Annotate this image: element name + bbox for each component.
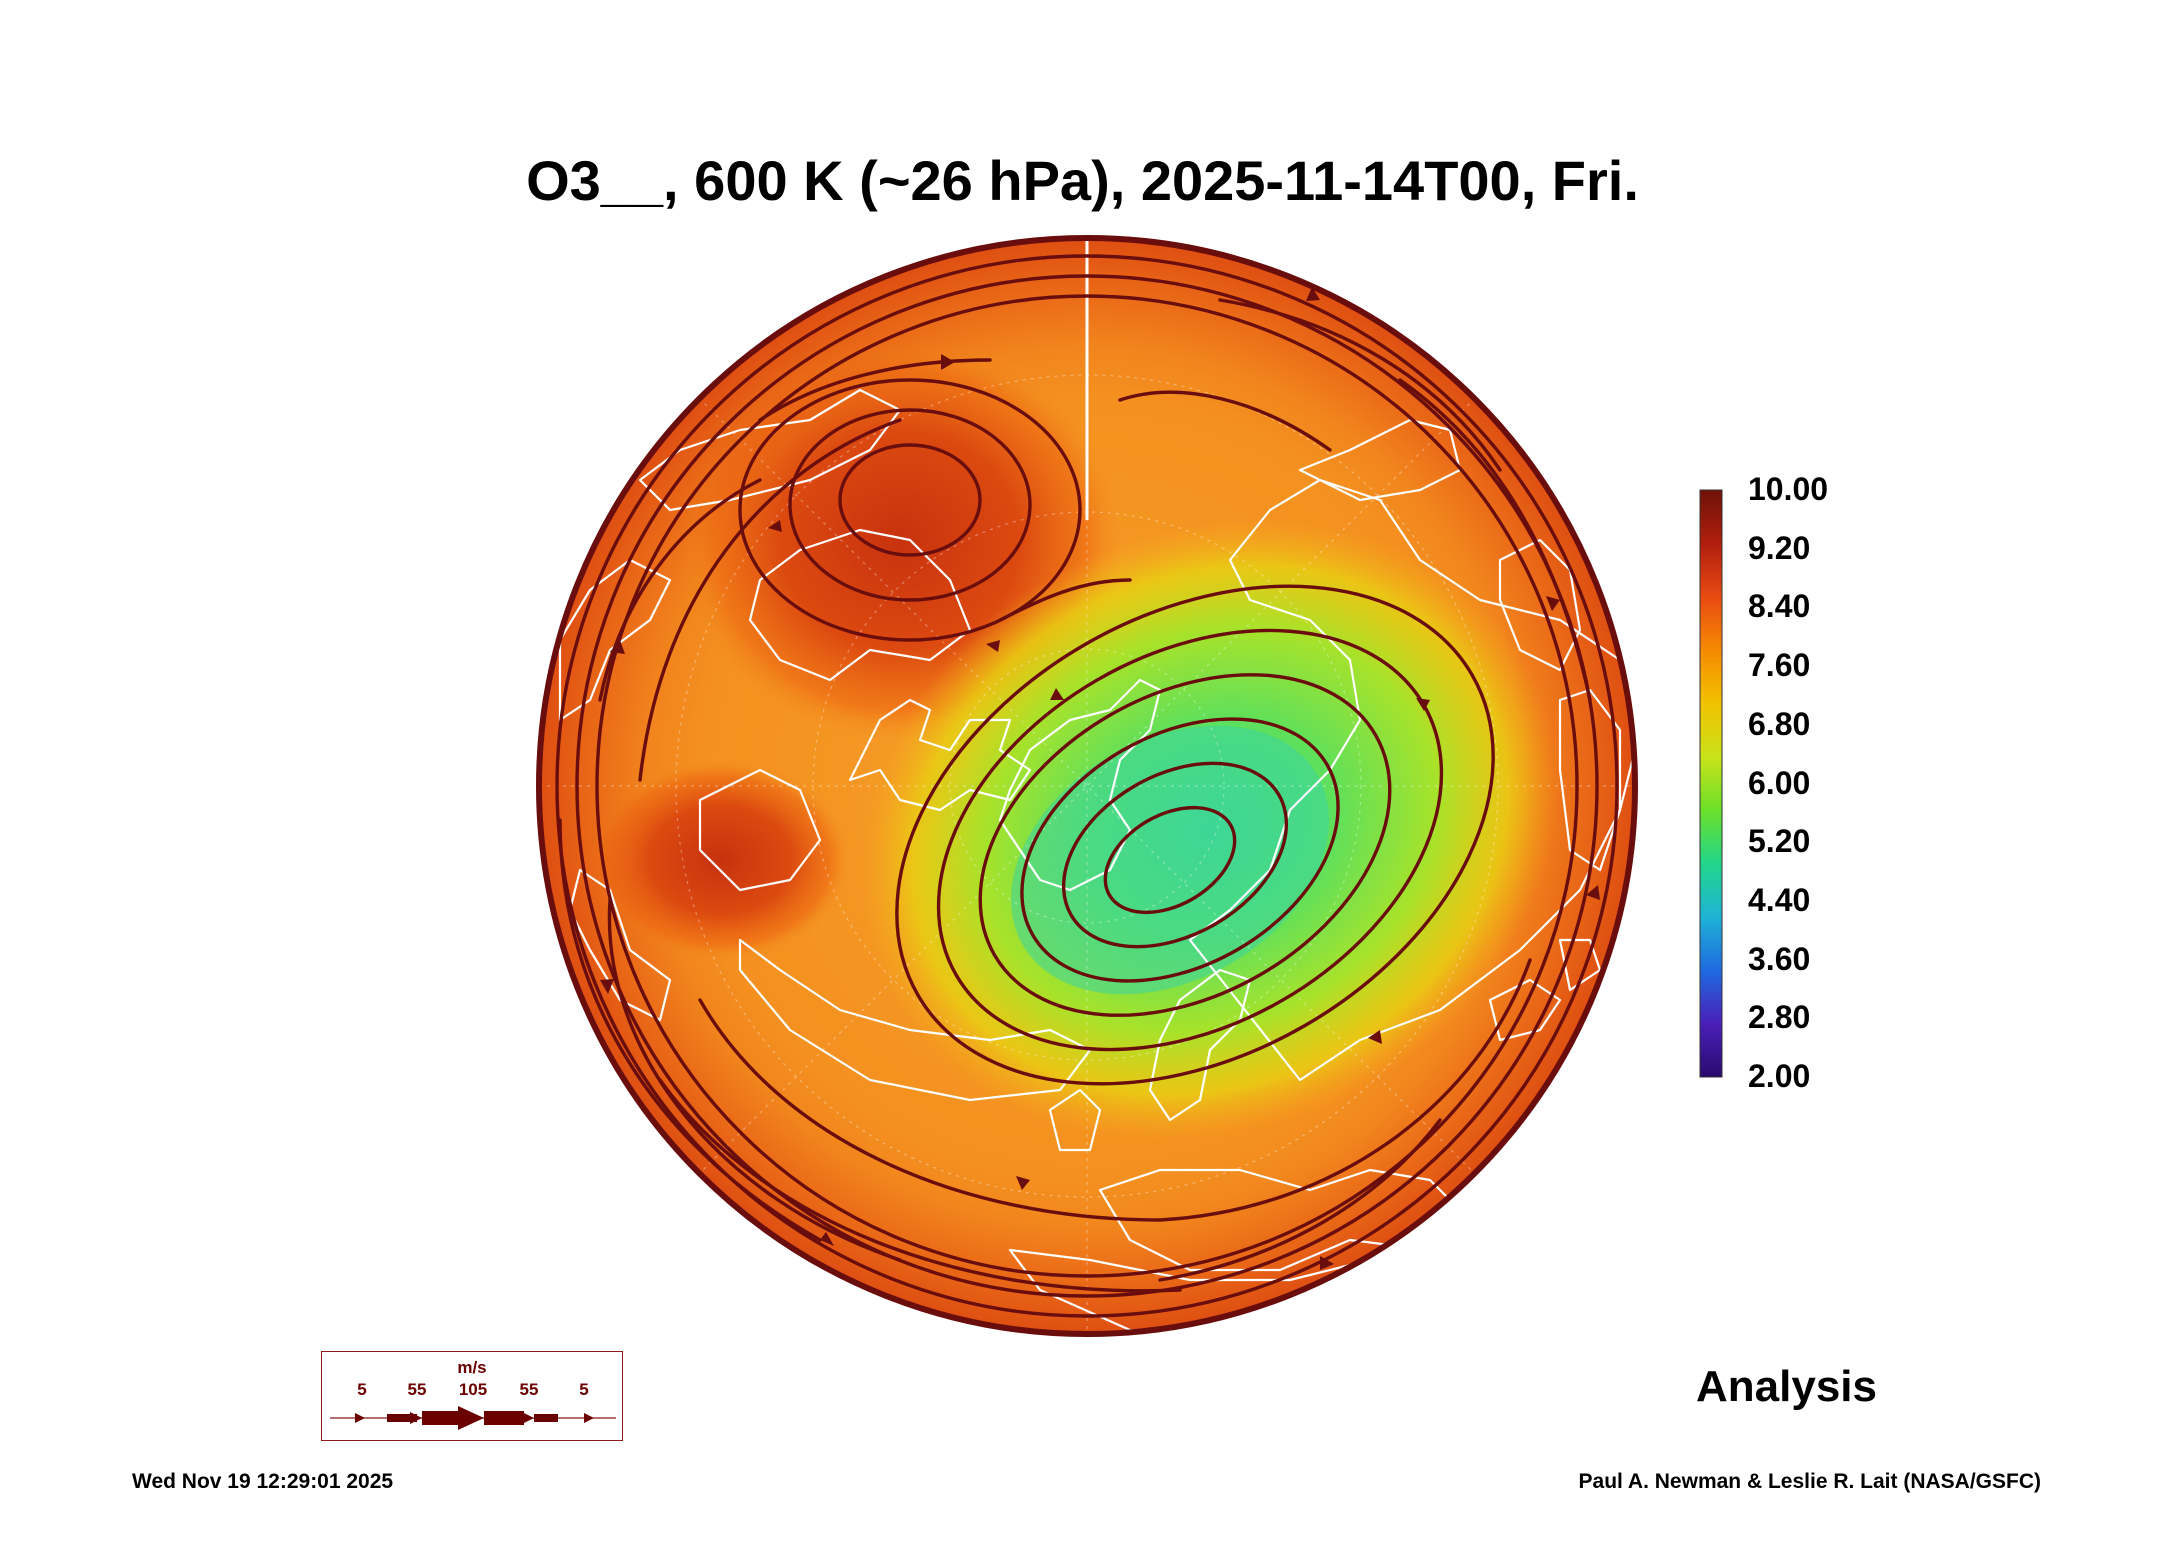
colorbar-tick-label: 10.00 (1748, 471, 1829, 507)
colorbar-tick-label: 2.00 (1748, 1058, 1811, 1094)
colorbar-tick-label: 7.60 (1748, 647, 1811, 684)
colorbar-tick-label: 3.60 (1748, 940, 1811, 977)
wind-key-speed: 5 (357, 1380, 367, 1399)
wind-key-speed: 55 (519, 1380, 539, 1399)
timestamp: Wed Nov 19 12:29:01 2025 (132, 1470, 394, 1493)
colorbar-tick-label: 8.40 (1748, 588, 1811, 625)
wind-key-units: m/s (457, 1358, 487, 1377)
streamline-arrows (600, 287, 1600, 1270)
credit: Paul A. Newman & Leslie R. Lait (NASA/GS… (1578, 1470, 2041, 1493)
wind-speed-key: m/s 5 55 105 55 5 (321, 1351, 623, 1441)
wind-key-speed: 55 (407, 1380, 427, 1399)
colorbar-tick-label: 6.80 (1748, 705, 1811, 742)
streamlines (555, 254, 1619, 1318)
colorbar-tick-label: 6.00 (1748, 764, 1811, 801)
map-title: O3__, 600 K (~26 hPa), 2025-11-14T00, Fr… (526, 149, 1639, 212)
wind-key-speed: 5 (579, 1380, 589, 1399)
colorbar-tick-label: 2.80 (1748, 999, 1811, 1036)
globe-outline (536, 235, 1638, 1337)
colorbar (1699, 489, 1723, 1078)
colorbar-tick-label: 4.40 (1748, 881, 1811, 918)
wind-key-speed: 105 (458, 1380, 488, 1399)
colorbar-tick-label: 5.20 (1748, 823, 1811, 860)
ozone-field (539, 238, 1635, 1334)
wind-key-arrows (330, 1406, 616, 1430)
colorbar-tick-label: 9.20 (1748, 529, 1811, 566)
analysis-label: Analysis (1696, 1362, 1877, 1411)
